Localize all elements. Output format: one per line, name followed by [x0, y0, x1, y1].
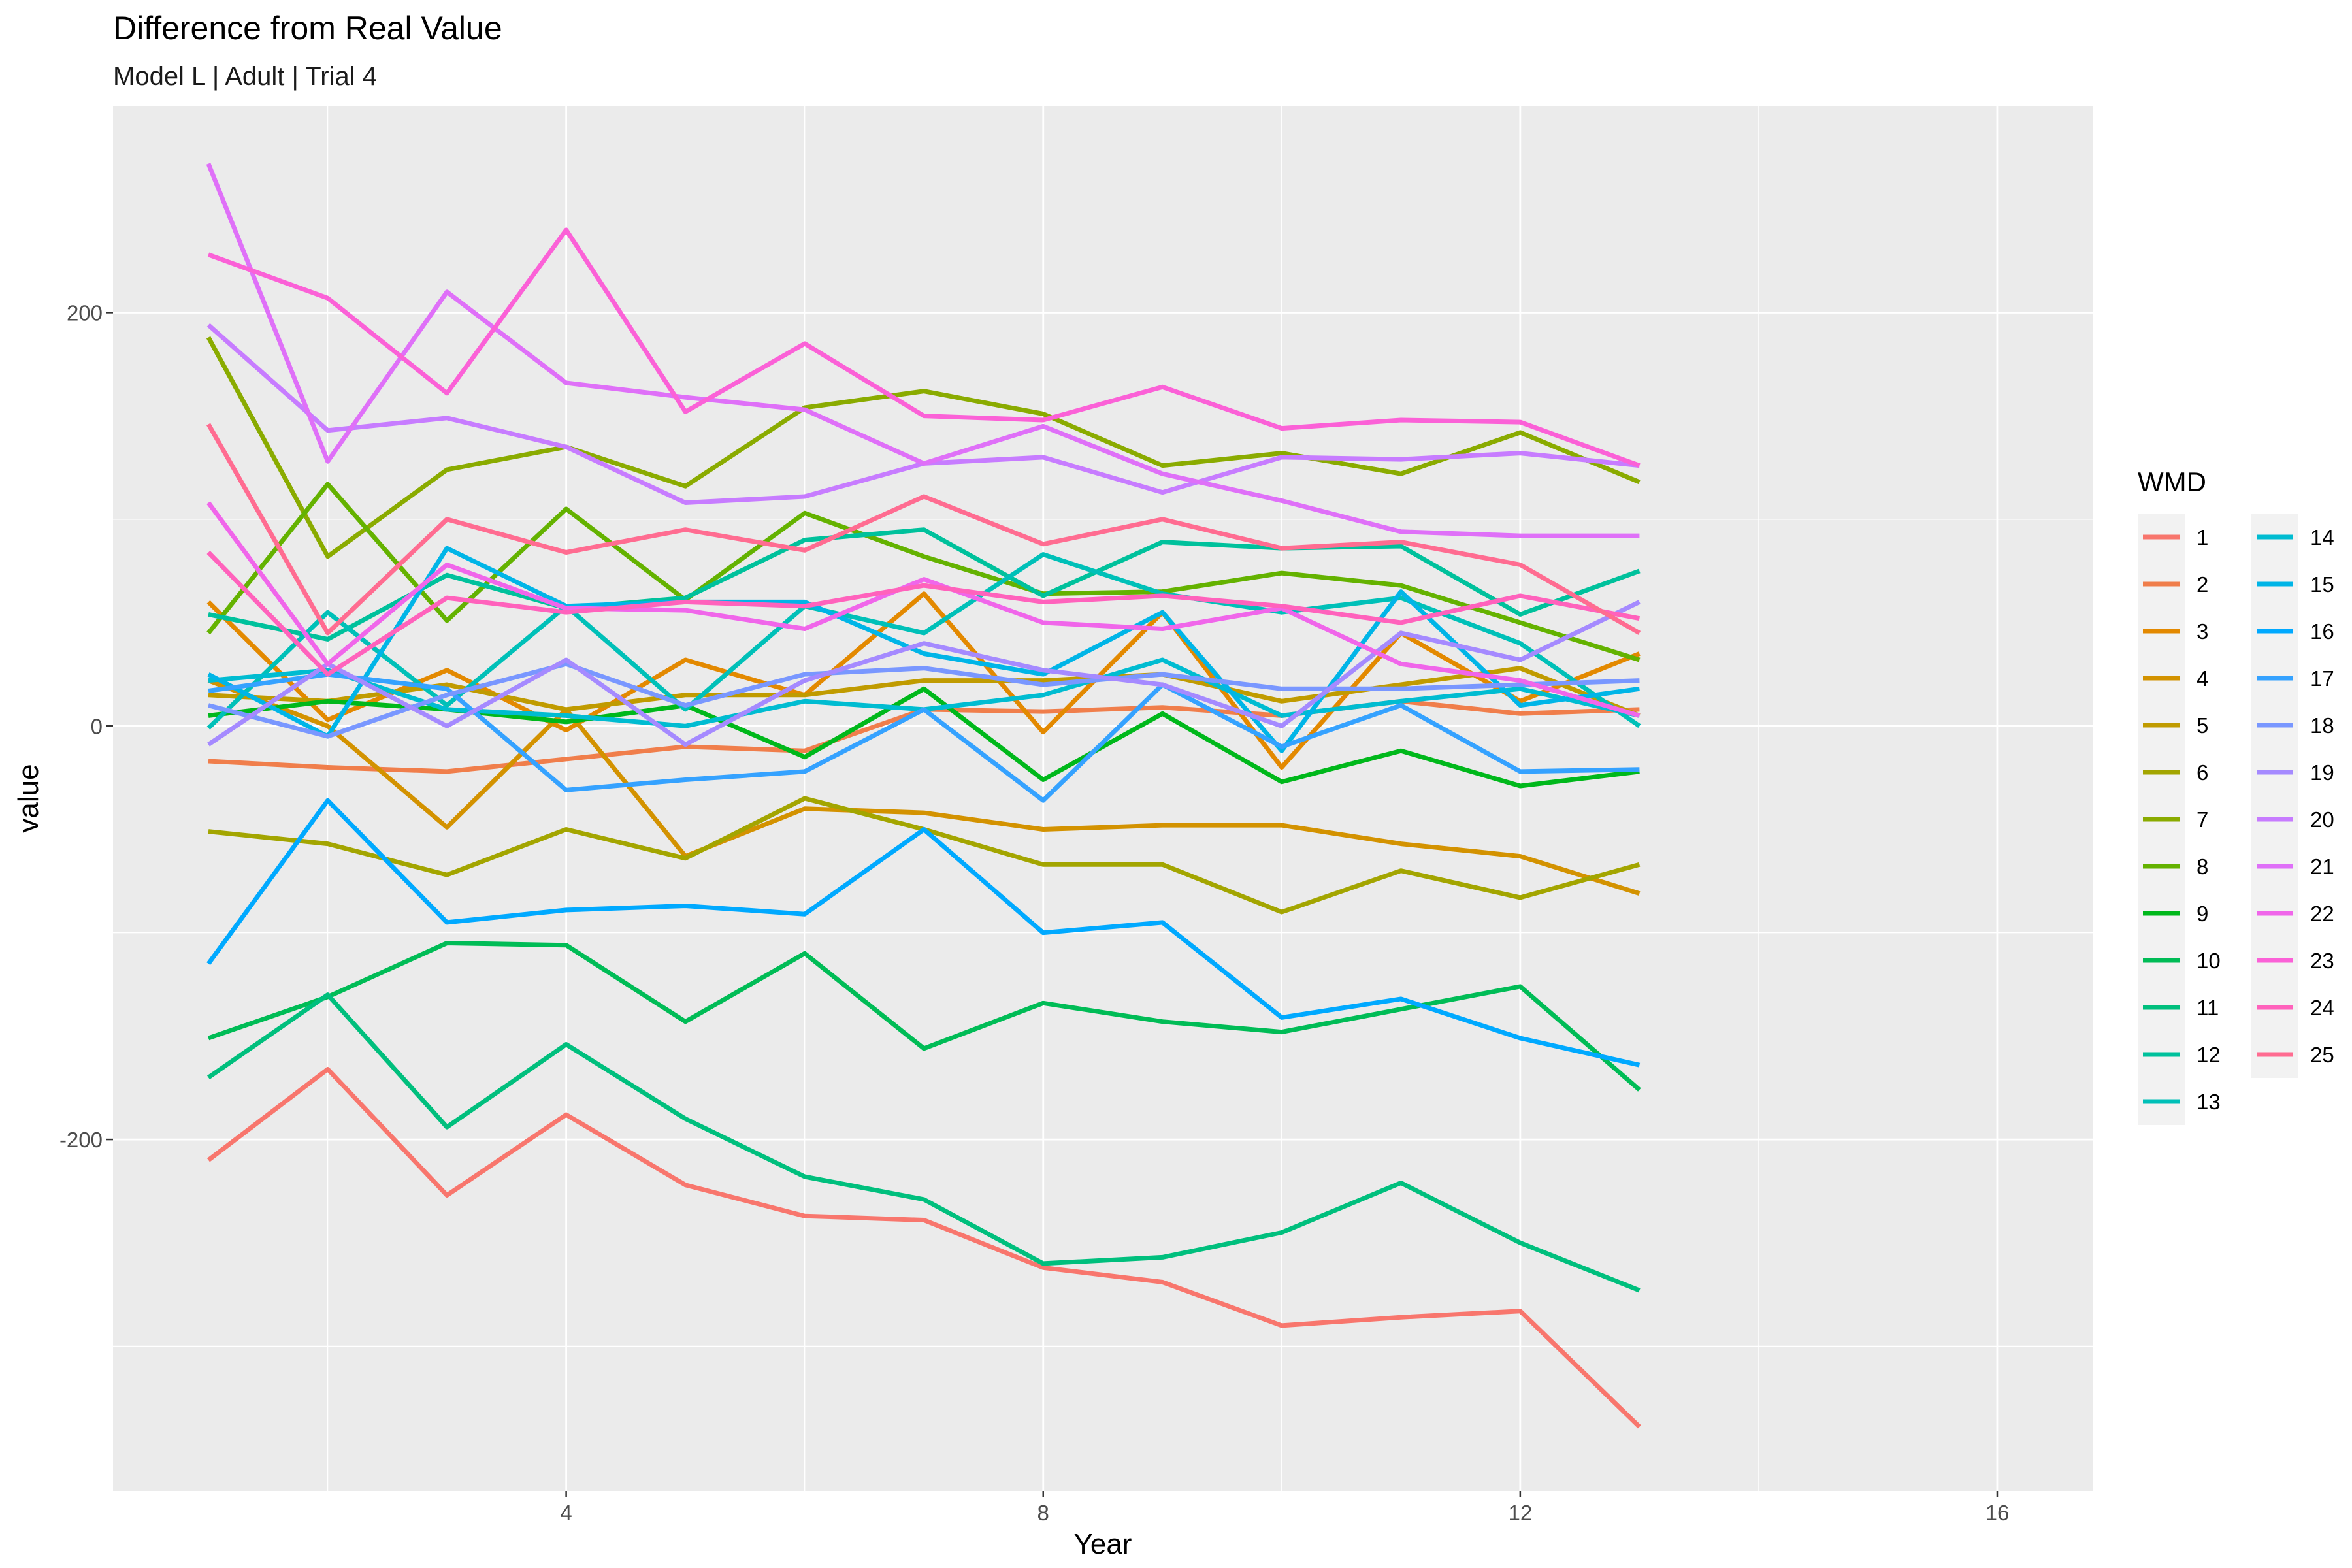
legend-label-wmd-16: 16: [2310, 619, 2334, 644]
legend-label-wmd-3: 3: [2197, 619, 2208, 644]
chart-subtitle: Model L | Adult | Trial 4: [113, 62, 377, 91]
series-line-wmd-21: [206, 163, 1640, 538]
series-line-wmd-15: [207, 546, 1640, 753]
series-line-wmd-18: [208, 661, 1640, 739]
series-line-wmd-23: [207, 227, 1641, 468]
series-line-wmd-5: [208, 666, 1641, 718]
legend-label-wmd-8: 8: [2197, 855, 2208, 879]
legend-label-wmd-17: 17: [2310, 666, 2334, 691]
y-tick-label: 200: [67, 301, 103, 325]
series-line-wmd-12: [208, 527, 1641, 642]
legend-label-wmd-23: 23: [2310, 949, 2334, 973]
legend-label-wmd-1: 1: [2197, 525, 2208, 549]
x-tick-label: 16: [1985, 1501, 2010, 1525]
legend-label-wmd-6: 6: [2197, 760, 2208, 785]
series-line-wmd-25: [206, 423, 1641, 636]
legend-label-wmd-11: 11: [2197, 996, 2219, 1020]
x-axis-title: Year: [1074, 1528, 1132, 1560]
legend-label-wmd-4: 4: [2197, 666, 2208, 691]
legend-label-wmd-12: 12: [2197, 1043, 2221, 1067]
x-tick-label: 4: [560, 1501, 572, 1525]
legend-label-wmd-21: 21: [2310, 855, 2334, 879]
y-tick-label: 0: [91, 714, 103, 738]
x-axis-ticks: 4 8 12 16: [560, 1491, 2009, 1525]
series-line-wmd-8: [206, 482, 1641, 662]
chart-title: Difference from Real Value: [113, 10, 502, 46]
legend-title: WMD: [2138, 466, 2206, 497]
legend-label-wmd-15: 15: [2310, 572, 2334, 596]
legend-label-wmd-24: 24: [2310, 996, 2334, 1020]
series-line-wmd-11: [207, 992, 1641, 1293]
legend-label-wmd-18: 18: [2310, 713, 2334, 738]
series-line-wmd-4: [207, 678, 1641, 896]
legend-label-wmd-5: 5: [2197, 713, 2208, 738]
legend-items: 1234567891011121314151617181920212223242…: [2138, 514, 2334, 1125]
y-axis-ticks: -200 0 200: [59, 301, 113, 1152]
legend-label-wmd-13: 13: [2197, 1090, 2221, 1114]
series-line-wmd-24: [206, 551, 1641, 677]
series-line-wmd-7: [206, 336, 1641, 559]
legend-label-wmd-10: 10: [2197, 949, 2221, 973]
minor-gridlines: [113, 106, 2093, 1491]
legend-label-wmd-19: 19: [2310, 760, 2334, 785]
series-line-wmd-10: [207, 941, 1641, 1092]
series-line-wmd-13: [206, 552, 1641, 730]
series-line-wmd-1: [206, 1067, 1641, 1429]
x-tick-label: 12: [1508, 1501, 1532, 1525]
x-tick-label: 8: [1037, 1501, 1049, 1525]
series-lines: [206, 163, 1641, 1429]
legend-label-wmd-9: 9: [2197, 902, 2208, 926]
legend-label-wmd-25: 25: [2310, 1043, 2334, 1067]
y-axis-title: value: [12, 764, 44, 832]
legend-label-wmd-20: 20: [2310, 808, 2334, 832]
series-line-wmd-19: [207, 600, 1641, 747]
legend: WMD 123456789101112131415161718192021222…: [2138, 466, 2334, 1125]
legend-label-wmd-2: 2: [2197, 572, 2208, 596]
legend-label-wmd-7: 7: [2197, 808, 2208, 832]
y-tick-label: -200: [59, 1128, 103, 1152]
series-line-wmd-22: [206, 501, 1641, 718]
legend-label-wmd-22: 22: [2310, 902, 2334, 926]
legend-label-wmd-14: 14: [2310, 525, 2334, 549]
series-line-wmd-16: [206, 798, 1641, 1068]
series-line-wmd-17: [208, 672, 1640, 803]
legend-key-background: [2251, 514, 2298, 1078]
